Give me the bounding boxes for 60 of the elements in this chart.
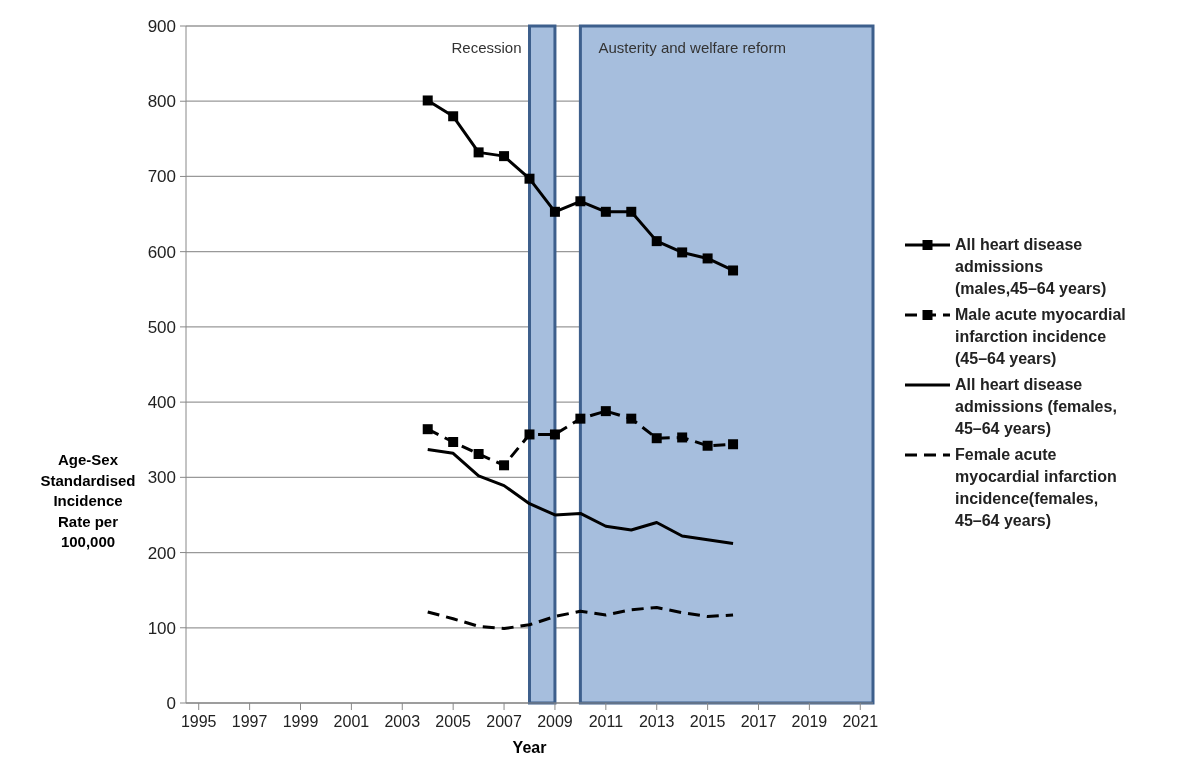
legend-label: Male acute myocardial infarction incidence (45–64 years) bbox=[955, 306, 1126, 367]
point bbox=[600, 206, 611, 217]
point bbox=[448, 436, 459, 447]
y-tick-label: 300 bbox=[147, 468, 176, 488]
band-label: Austerity and welfare reform bbox=[598, 39, 786, 56]
line-series bbox=[426, 448, 735, 546]
point bbox=[473, 449, 484, 460]
x-tick-label: 2009 bbox=[537, 713, 573, 730]
point bbox=[677, 247, 688, 258]
point bbox=[626, 413, 637, 424]
x-tick-label: 2011 bbox=[588, 713, 624, 730]
point bbox=[702, 440, 713, 451]
legend-label: All heart disease admissions (females, 45–64 years) bbox=[955, 376, 1117, 437]
x-tick-label: 2021 bbox=[842, 713, 879, 730]
x-tick-label: 2013 bbox=[638, 713, 675, 730]
legend-label: Female acute myocardial infarction incidence(females, 45–64 years) bbox=[955, 446, 1117, 529]
y-tick-label: 500 bbox=[147, 317, 176, 337]
point bbox=[422, 95, 433, 106]
point bbox=[702, 253, 713, 264]
point bbox=[575, 413, 586, 424]
y-tick-label: 100 bbox=[147, 618, 176, 638]
point bbox=[524, 429, 535, 440]
x-tick-label: 1997 bbox=[231, 713, 268, 730]
point bbox=[677, 432, 688, 443]
x-tick-label: 2017 bbox=[740, 713, 777, 730]
point bbox=[499, 151, 510, 162]
point bbox=[422, 424, 433, 435]
legend-label: All heart disease admissions (males,45–64 years) bbox=[955, 236, 1107, 297]
x-tick-label: 1999 bbox=[282, 713, 319, 730]
x-tick-label: 1995 bbox=[180, 713, 217, 730]
x-tick-label: 2003 bbox=[384, 713, 421, 730]
y-axis-title: Age-Sex Standardised Incidence Rate per 100,000 bbox=[40, 451, 136, 550]
point bbox=[549, 206, 560, 217]
point bbox=[600, 406, 611, 417]
point bbox=[575, 196, 586, 207]
point bbox=[626, 206, 637, 217]
line-series bbox=[426, 605, 735, 631]
point bbox=[651, 433, 662, 444]
point bbox=[524, 173, 535, 184]
x-tick-label: 2007 bbox=[486, 713, 522, 730]
y-tick-label: 400 bbox=[147, 393, 176, 413]
x-axis-title: Year bbox=[512, 739, 547, 756]
point bbox=[728, 439, 739, 450]
point bbox=[549, 429, 560, 440]
y-tick-label: 200 bbox=[147, 543, 176, 563]
x-tick-label: 2001 bbox=[333, 713, 370, 730]
x-tick-label: 2005 bbox=[435, 713, 472, 730]
point bbox=[499, 460, 510, 471]
point bbox=[651, 236, 662, 247]
y-tick-label: 0 bbox=[166, 694, 176, 713]
x-tick-label: 2019 bbox=[791, 713, 828, 730]
y-tick-label: 800 bbox=[147, 92, 176, 112]
band-label: Recession bbox=[451, 39, 522, 56]
x-tick-label: 2015 bbox=[689, 713, 726, 730]
point bbox=[728, 265, 739, 276]
y-tick-label: 900 bbox=[147, 17, 176, 36]
point bbox=[473, 147, 484, 158]
y-tick-label: 700 bbox=[147, 167, 176, 187]
y-tick-label: 600 bbox=[147, 242, 176, 262]
point bbox=[448, 111, 459, 122]
